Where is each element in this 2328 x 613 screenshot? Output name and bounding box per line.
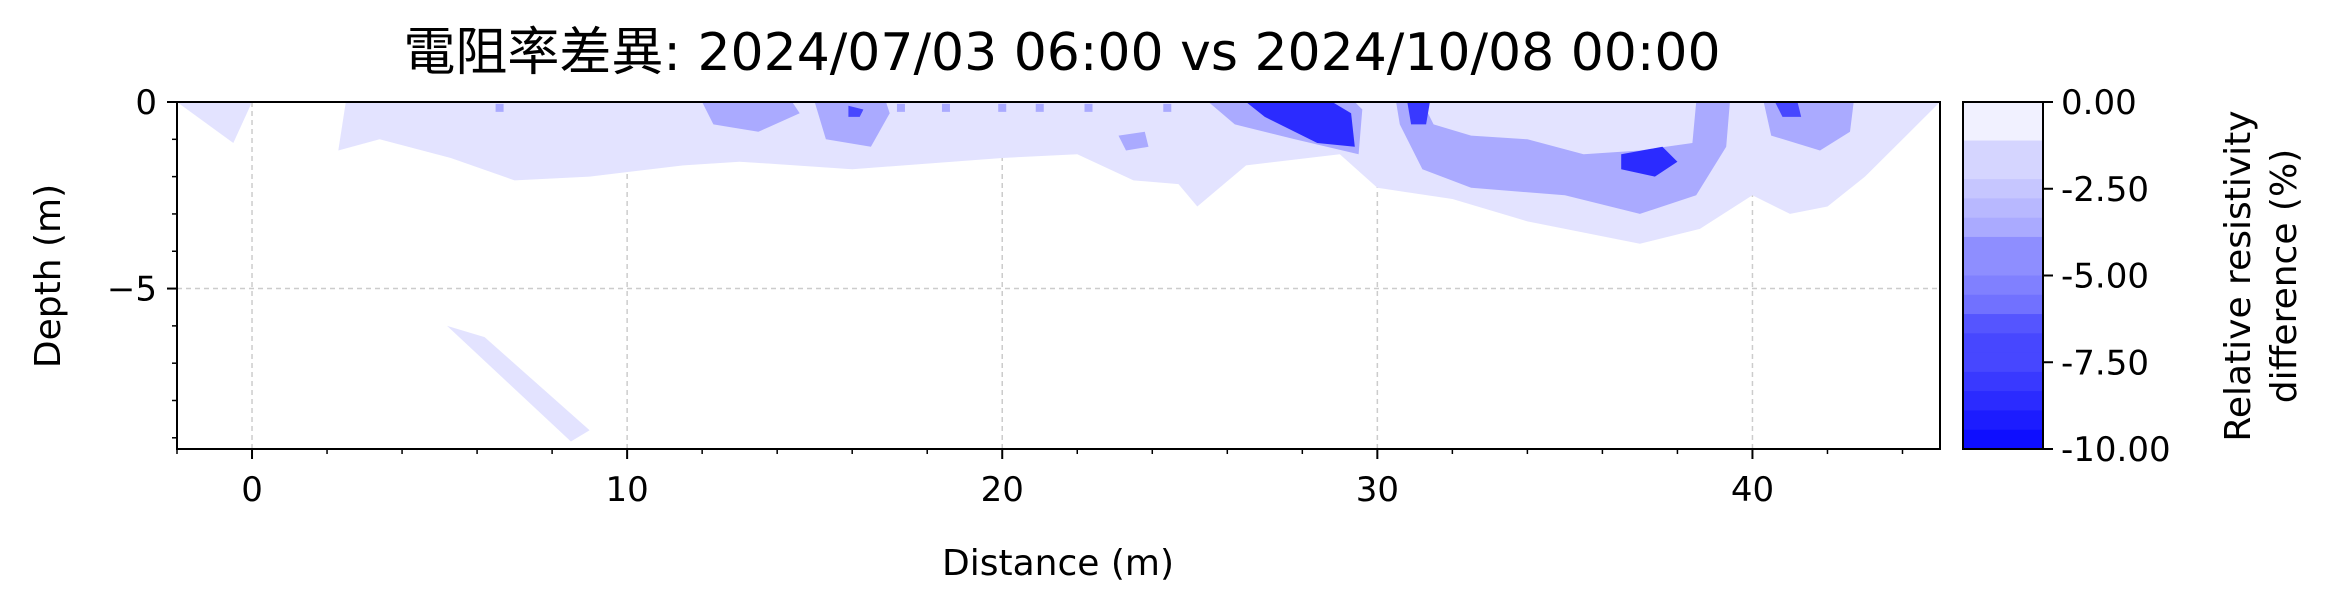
- x-tick-label-4: 40: [1731, 470, 1774, 510]
- colorbar-band-9: [1963, 275, 2043, 296]
- anomaly-speck-0-1: [731, 103, 740, 112]
- anomaly-strong-40: [1775, 102, 1802, 117]
- colorbar-band-4: [1963, 179, 2043, 199]
- colorbar-band-8: [1963, 256, 2043, 276]
- colorbar-tick-label-3: -7.50: [2061, 343, 2149, 383]
- chart-title: 電阻率差異: 2024/07/03 06:00 vs 2024/10/08 00…: [403, 23, 1720, 83]
- anomaly-faint-diagonal-streak: [447, 325, 590, 442]
- colorbar-band-1: [1963, 121, 2043, 142]
- colorbar-band-13: [1963, 352, 2043, 373]
- x-tick-label-1: 10: [605, 470, 648, 510]
- anomaly-strong-37: [1621, 146, 1678, 177]
- anomaly-strong-26-29: [1246, 102, 1355, 147]
- anomaly-moderate-small-23: [1118, 131, 1149, 151]
- anomaly-speck-0-0: [495, 103, 504, 112]
- anomaly-speck-0-5: [1035, 103, 1044, 112]
- anomaly-speck-0-2: [896, 103, 905, 112]
- colorbar-band-17: [1963, 429, 2043, 450]
- anomaly-faint-left-edge: [177, 102, 252, 143]
- colorbar-tick-label-0: 0.00: [2061, 83, 2137, 123]
- anomaly-speck-0-3: [941, 103, 950, 112]
- colorbar-tick-label-4: -10.00: [2061, 430, 2171, 470]
- colorbar: 0.00 -2.50 -5.00 -7.50 -10.00 Relative resis…: [1962, 83, 2305, 470]
- x-tick-label-2: 20: [981, 470, 1024, 510]
- colorbar-tick-label-2: -5.00: [2061, 257, 2149, 297]
- x-axis-label: Distance (m): [942, 543, 1174, 584]
- anomaly-speck-0-7: [1163, 103, 1172, 112]
- anomaly-speck-0-6: [1084, 103, 1093, 112]
- colorbar-band-16: [1963, 410, 2043, 431]
- colorbar-label-line2: difference (%): [2264, 149, 2305, 403]
- anomaly-moderate-30-40: [1396, 102, 1730, 214]
- anomaly-speck-0-4: [998, 103, 1007, 112]
- anomaly-regions: [177, 102, 1940, 442]
- colorbar-band-15: [1963, 391, 2043, 411]
- anomaly-moderate-12-14: [702, 102, 800, 132]
- colorbar-band-0: [1963, 102, 2043, 122]
- anomaly-moderate-15-17: [814, 102, 890, 147]
- x-tick-label-3: 30: [1356, 470, 1399, 510]
- anomaly-faint-shallow-band: [338, 102, 1940, 244]
- colorbar-label-line1: Relative resistivity: [2218, 110, 2259, 441]
- colorbar-band-10: [1963, 294, 2043, 315]
- colorbar-band-14: [1963, 371, 2043, 392]
- colorbar-band-5: [1963, 198, 2043, 219]
- anomaly-strong-31: [1407, 102, 1430, 125]
- axis-ticks: 0 10 20 30 40 0 −5: [107, 83, 1904, 510]
- x-tick-label-0: 0: [241, 470, 263, 510]
- colorbar-tick-label-1: -2.50: [2061, 170, 2149, 210]
- colorbar-band-6: [1963, 217, 2043, 238]
- colorbar-band-7: [1963, 236, 2043, 257]
- y-tick-label-1: −5: [107, 270, 157, 310]
- colorbar-band-2: [1963, 140, 2043, 161]
- anomaly-strong-16: [848, 105, 864, 117]
- colorbar-band-3: [1963, 159, 2043, 180]
- y-axis-label: Depth (m): [28, 184, 69, 368]
- plot-frame: [176, 101, 1941, 450]
- colorbar-band-11: [1963, 314, 2043, 334]
- colorbar-level-bands: [1963, 102, 2043, 450]
- colorbar-ticks: 0.00 -2.50 -5.00 -7.50 -10.00: [2043, 83, 2171, 470]
- colorbar-band-12: [1963, 333, 2043, 354]
- y-tick-label-0: 0: [135, 83, 157, 123]
